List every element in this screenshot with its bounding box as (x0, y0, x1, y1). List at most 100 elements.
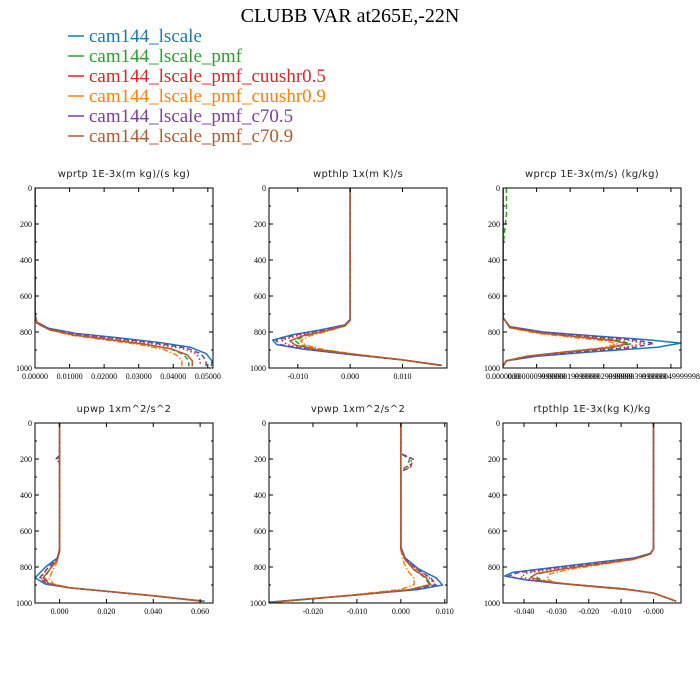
y-tick-label: 400 (254, 491, 266, 500)
curves (35, 188, 213, 367)
y-tick-label: 0 (496, 419, 500, 428)
y-tick-label: 200 (488, 220, 500, 229)
x-tick-label: 0.04000 (160, 372, 186, 381)
x-tick-label: 0.0000039999999 (608, 372, 666, 381)
legend-label: cam144_lscale_pmf_cuushr0.5 (89, 66, 326, 87)
legend-label: cam144_lscale_pmf_c70.9 (89, 126, 293, 147)
x-tick-label: 0.040 (144, 607, 162, 616)
x-tick-label: 0.020 (97, 607, 115, 616)
y-tick-label: 0 (262, 184, 266, 193)
x-tick-label: 0.0000000 (486, 372, 520, 381)
series-line (273, 423, 432, 603)
series-line (503, 188, 655, 367)
x-tick-label: 0.060 (191, 607, 209, 616)
y-tick-label: 600 (488, 527, 500, 536)
legend-entry: cam144_lscale (68, 26, 202, 47)
y-tick-label: 200 (20, 220, 32, 229)
y-tick-label: 800 (20, 563, 32, 572)
legend: cam144_lscalecam144_lscale_pmfcam144_lsc… (68, 26, 326, 147)
series-line (529, 423, 677, 602)
panel-4: upwp 1xm^2/s^2 0 200 400 600 800 1000 0.000 0.02… (16, 404, 214, 616)
y-tick-label: 400 (20, 256, 32, 265)
x-tick-label: 0.0000009999999 (508, 372, 566, 381)
series-line (545, 423, 677, 602)
x-tick-label: -0.030 (546, 607, 567, 616)
x-tick-label: 0.00000 (22, 372, 48, 381)
panel-6: rtpthlp 1E-3x(kg K)/kg 0 200 400 600 800 1000 -… (484, 404, 682, 616)
x-tick-label: 0.000 (51, 607, 69, 616)
series-line (289, 188, 440, 367)
series-line (43, 423, 203, 602)
panel-title: rtpthlp 1E-3x(kg K)/kg (533, 404, 650, 415)
y-tick-label: 0 (28, 419, 32, 428)
y-tick-label: 600 (20, 527, 32, 536)
legend-entry: cam144_lscale_pmf_c70.5 (68, 106, 293, 127)
y-tick-label: 1000 (16, 599, 32, 608)
series-line (503, 188, 645, 367)
y-tick-label: 800 (488, 563, 500, 572)
panel-title: wpthlp 1x(m K)/s (313, 169, 403, 180)
x-tick-label: -0.010 (611, 607, 632, 616)
legend-entry: cam144_lscale_pmf (68, 46, 243, 67)
y-tick-label: 1000 (484, 599, 500, 608)
y-tick-label: 600 (254, 527, 266, 536)
plot-frame (502, 422, 682, 604)
x-tick-label: 0.000 (392, 607, 410, 616)
plot-frame (34, 422, 214, 604)
series-line (273, 423, 437, 603)
legend-label: cam144_lscale_pmf_cuushr0.9 (89, 86, 326, 107)
panel-3: wprcp 1E-3x(m/s) (kg/kg) 0 200 400 600 800 100… (484, 169, 700, 381)
y-tick-label: 400 (488, 491, 500, 500)
curves (269, 423, 444, 603)
series-line (35, 188, 213, 367)
panel-1: wprtp 1E-3x(m kg)/(s kg) 0 200 400 600 800 100… (16, 169, 221, 381)
legend-label: cam144_lscale_pmf_c70.5 (89, 106, 293, 127)
x-tick-label: 0.05000 (195, 372, 221, 381)
series-line (503, 423, 677, 602)
plot-frame (268, 422, 448, 604)
series-line (42, 423, 203, 602)
x-tick-label: -0.020 (303, 607, 324, 616)
legend-entry: cam144_lscale_pmf_c70.9 (68, 126, 293, 147)
x-tick-label: 0.010 (394, 372, 412, 381)
x-tick-label: 0.010 (436, 607, 454, 616)
series-line (503, 188, 629, 367)
y-tick-label: 0 (262, 419, 266, 428)
curves (271, 188, 442, 367)
y-tick-label: 0 (28, 184, 32, 193)
curves (503, 423, 677, 602)
y-tick-label: 400 (488, 256, 500, 265)
curves (35, 423, 205, 602)
series-line (299, 188, 440, 367)
panels: wprtp 1E-3x(m kg)/(s kg) 0 200 400 600 800 100… (16, 169, 700, 616)
panel-title: upwp 1xm^2/s^2 (77, 404, 172, 415)
series-line (536, 423, 677, 602)
y-tick-label: 200 (254, 220, 266, 229)
series-line (35, 188, 207, 367)
y-tick-label: 800 (254, 563, 266, 572)
legend-entry: cam144_lscale_pmf_cuushr0.9 (68, 86, 326, 107)
series-line (294, 188, 441, 367)
x-tick-label: -0.040 (514, 607, 535, 616)
series-line (503, 188, 681, 367)
series-line (273, 423, 431, 603)
x-tick-label: -0.020 (578, 607, 599, 616)
y-tick-label: 600 (488, 292, 500, 301)
panel-5: vpwp 1xm^2/s^2 0 200 400 600 800 1000 -0.020 -0.… (250, 404, 454, 616)
y-tick-label: 1000 (484, 364, 500, 373)
series-line (520, 423, 677, 602)
y-tick-label: 200 (488, 455, 500, 464)
y-tick-label: 400 (254, 256, 266, 265)
series-line (40, 423, 203, 602)
legend-label: cam144_lscale_pmf (89, 46, 243, 67)
x-tick-label: 0.0000049999998 (642, 372, 700, 381)
x-tick-label: 0.02000 (91, 372, 117, 381)
series-line (35, 188, 194, 367)
y-tick-label: 600 (20, 292, 32, 301)
series-line (38, 423, 203, 602)
series-line (35, 423, 205, 602)
y-tick-label: 800 (20, 328, 32, 337)
x-tick-label: 0.0000019999999 (541, 372, 599, 381)
y-tick-label: 1000 (250, 599, 266, 608)
